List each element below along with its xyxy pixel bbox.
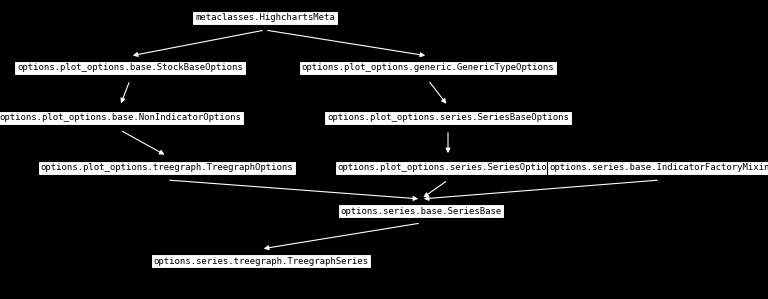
Text: options.plot_options.generic.GenericTypeOptions: options.plot_options.generic.GenericType…: [302, 63, 554, 72]
Text: options.plot_options.series.SeriesBaseOptions: options.plot_options.series.SeriesBaseOp…: [327, 114, 569, 123]
Text: metaclasses.HighchartsMeta: metaclasses.HighchartsMeta: [195, 13, 335, 22]
Text: options.series.base.IndicatorFactoryMixin: options.series.base.IndicatorFactoryMixi…: [550, 164, 768, 173]
Text: options.plot_options.base.StockBaseOptions: options.plot_options.base.StockBaseOptio…: [17, 63, 243, 72]
Text: options.plot_options.base.NonIndicatorOptions: options.plot_options.base.NonIndicatorOp…: [0, 114, 241, 123]
Text: options.series.base.SeriesBase: options.series.base.SeriesBase: [340, 207, 502, 216]
Text: options.plot_options.treegraph.TreegraphOptions: options.plot_options.treegraph.Treegraph…: [41, 164, 293, 173]
Text: options.series.treegraph.TreegraphSeries: options.series.treegraph.TreegraphSeries: [154, 257, 369, 266]
Text: options.plot_options.series.SeriesOptions: options.plot_options.series.SeriesOption…: [338, 164, 558, 173]
